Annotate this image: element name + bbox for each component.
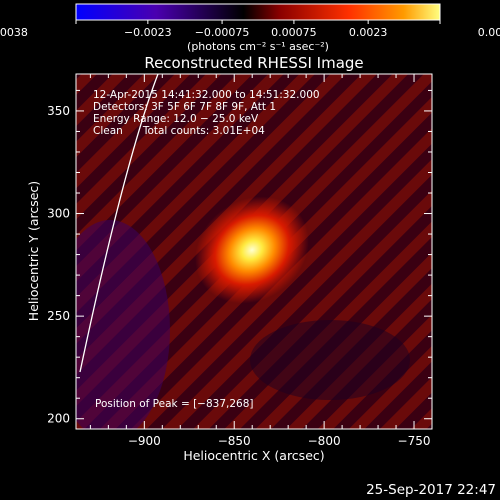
annotation-clean: Clean Total counts: 3.01E+04 bbox=[93, 125, 265, 137]
x-tick-label: −850 bbox=[218, 434, 251, 448]
heatmap-image bbox=[76, 74, 432, 429]
colorbar bbox=[75, 3, 441, 21]
annotation-energy: Energy Range: 12.0 − 25.0 keV bbox=[93, 113, 259, 125]
chart-title: Reconstructed RHESSI Image bbox=[144, 54, 363, 72]
x-tick-label: −800 bbox=[308, 434, 341, 448]
plot-frame bbox=[75, 73, 433, 430]
colorbar-tick-label: 0.0023 bbox=[349, 26, 388, 39]
annotation-detectors: Detectors: 3F 5F 6F 7F 8F 9F, Att 1 bbox=[93, 101, 276, 113]
axis-ticks: −900 −850 −800 −750 200 250 300 350 bbox=[47, 74, 433, 448]
colorbar-tick-label: −0.00075 bbox=[195, 26, 250, 39]
y-tick-label: 250 bbox=[47, 309, 70, 323]
colorbar-unit-label: (photons cm⁻² s⁻¹ asec⁻²) bbox=[187, 40, 329, 53]
annotation-time: 12-Apr-2015 14:41:32.000 to 14:51:32.000 bbox=[93, 89, 320, 101]
y-tick-label: 300 bbox=[47, 207, 70, 221]
colorbar-tick-label: −0.0038 bbox=[0, 26, 28, 39]
solar-limb bbox=[79, 74, 159, 373]
x-tick-label: −900 bbox=[128, 434, 161, 448]
y-tick-label: 200 bbox=[47, 412, 70, 426]
peak-position-label: Position of Peak = [−837,268] bbox=[95, 398, 254, 410]
timestamp: 25-Sep-2017 22:47 bbox=[366, 482, 496, 498]
x-axis-label: Heliocentric X (arcsec) bbox=[183, 448, 324, 463]
peak-source bbox=[195, 196, 309, 304]
colorbar-tick-label: 0.00075 bbox=[271, 26, 317, 39]
y-tick-label: 350 bbox=[47, 104, 70, 118]
colorbar-tick-label: 0.0038 bbox=[478, 26, 500, 39]
y-axis-label: Heliocentric Y (arcsec) bbox=[26, 181, 41, 321]
x-tick-label: −750 bbox=[398, 434, 431, 448]
colorbar-tick-label: −0.0023 bbox=[124, 26, 172, 39]
colorbar-ticks: −0.0038 −0.0023 −0.00075 0.00075 0.0023 0.003… bbox=[0, 20, 500, 39]
